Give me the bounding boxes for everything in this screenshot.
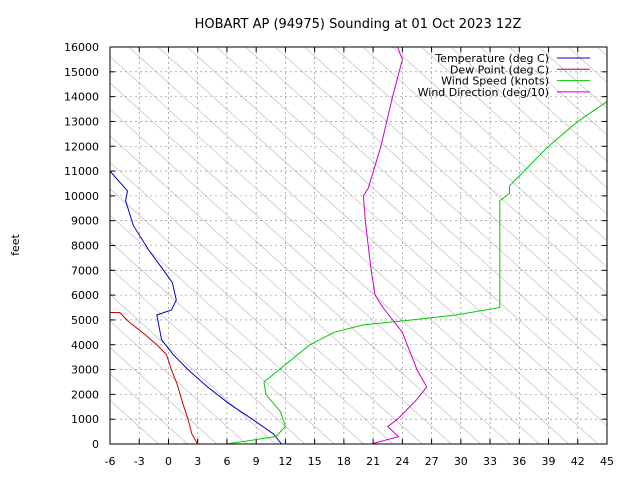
skew-line [450,47,607,189]
y-tick-label: 12000 [64,140,99,153]
y-tick-label: 11000 [64,165,99,178]
plot-frame [109,46,608,445]
x-tick-label: 9 [253,455,260,468]
x-tick-label: 36 [512,455,526,468]
y-tick-label: 6000 [71,289,99,302]
y-tick-label: 10000 [64,190,99,203]
x-tick-label: 42 [571,455,585,468]
x-tick-label: 6 [223,455,230,468]
skew-line [110,214,364,444]
skew-line [392,47,607,242]
skew-line [110,56,540,444]
legend: Temperature (deg C)Dew Point (deg C)Wind… [418,52,590,99]
wind-direction-line [362,47,428,444]
x-tick-label: 27 [425,455,439,468]
skew-line [110,373,188,444]
x-tick-label: -3 [134,455,145,468]
x-tick-label: 24 [395,455,409,468]
grid-lines [110,47,607,444]
series-lines [110,47,607,444]
y-tick-label: 9000 [71,215,99,228]
legend-label-dew-point: Dew Point (deg C) [450,63,549,76]
skew-line [110,347,218,444]
x-tick-label: 12 [278,455,292,468]
skew-line [479,47,607,162]
skew-line [110,320,247,444]
y-tick-label: 4000 [71,339,99,352]
x-tick-label: 33 [483,455,497,468]
y-tick-label: 16000 [64,41,99,54]
skew-line [110,294,276,444]
x-tick-label: -6 [105,455,116,468]
y-tick-label: 7000 [71,264,99,277]
skew-line [110,267,306,444]
skew-line [304,47,607,321]
skew-line [128,47,569,444]
skew-line [110,161,423,444]
x-tick-label: 18 [337,455,351,468]
y-tick-label: 14000 [64,91,99,104]
axis-ticks: -6 -3 0 3 6 9 12 15 18 21 24 27 30 33 36 39 42 4501000200… [64,41,614,468]
y-tick-label: 0 [92,438,99,451]
x-tick-label: 45 [600,455,614,468]
skew-line [110,241,335,444]
skew-line [509,47,607,136]
skew-line [110,188,394,444]
series-group [110,47,607,444]
wind-speed-line [226,101,607,444]
y-axis-label: feet [9,233,22,255]
x-tick-label: 39 [542,455,556,468]
y-tick-label: 1000 [71,413,99,426]
chart-title: HOBART AP (94975) Sounding at 01 Oct 202… [195,17,522,32]
y-tick-label: 5000 [71,314,99,327]
temperature-line [110,170,282,444]
skew-line [421,47,607,215]
x-tick-label: 3 [194,455,201,468]
legend-label-wind-direction: Wind Direction (deg/10) [418,86,549,99]
skew-line [627,47,640,444]
y-tick-label: 3000 [71,364,99,377]
x-tick-label: 21 [366,455,380,468]
x-tick-label: 0 [165,455,172,468]
skew-line [157,47,599,444]
dew-point-line [110,312,199,444]
legend-label-wind-speed: Wind Speed (knots) [441,75,549,88]
x-tick-label: 15 [308,455,322,468]
x-tick-label: 30 [454,455,468,468]
skew-line [333,47,607,294]
legend-label-temperature: Temperature (deg C) [434,52,549,65]
y-tick-label: 15000 [64,66,99,79]
y-tick-label: 13000 [64,115,99,128]
y-tick-label: 2000 [71,388,99,401]
y-tick-label: 8000 [71,240,99,253]
skew-line [362,47,607,268]
skew-line [186,47,607,427]
